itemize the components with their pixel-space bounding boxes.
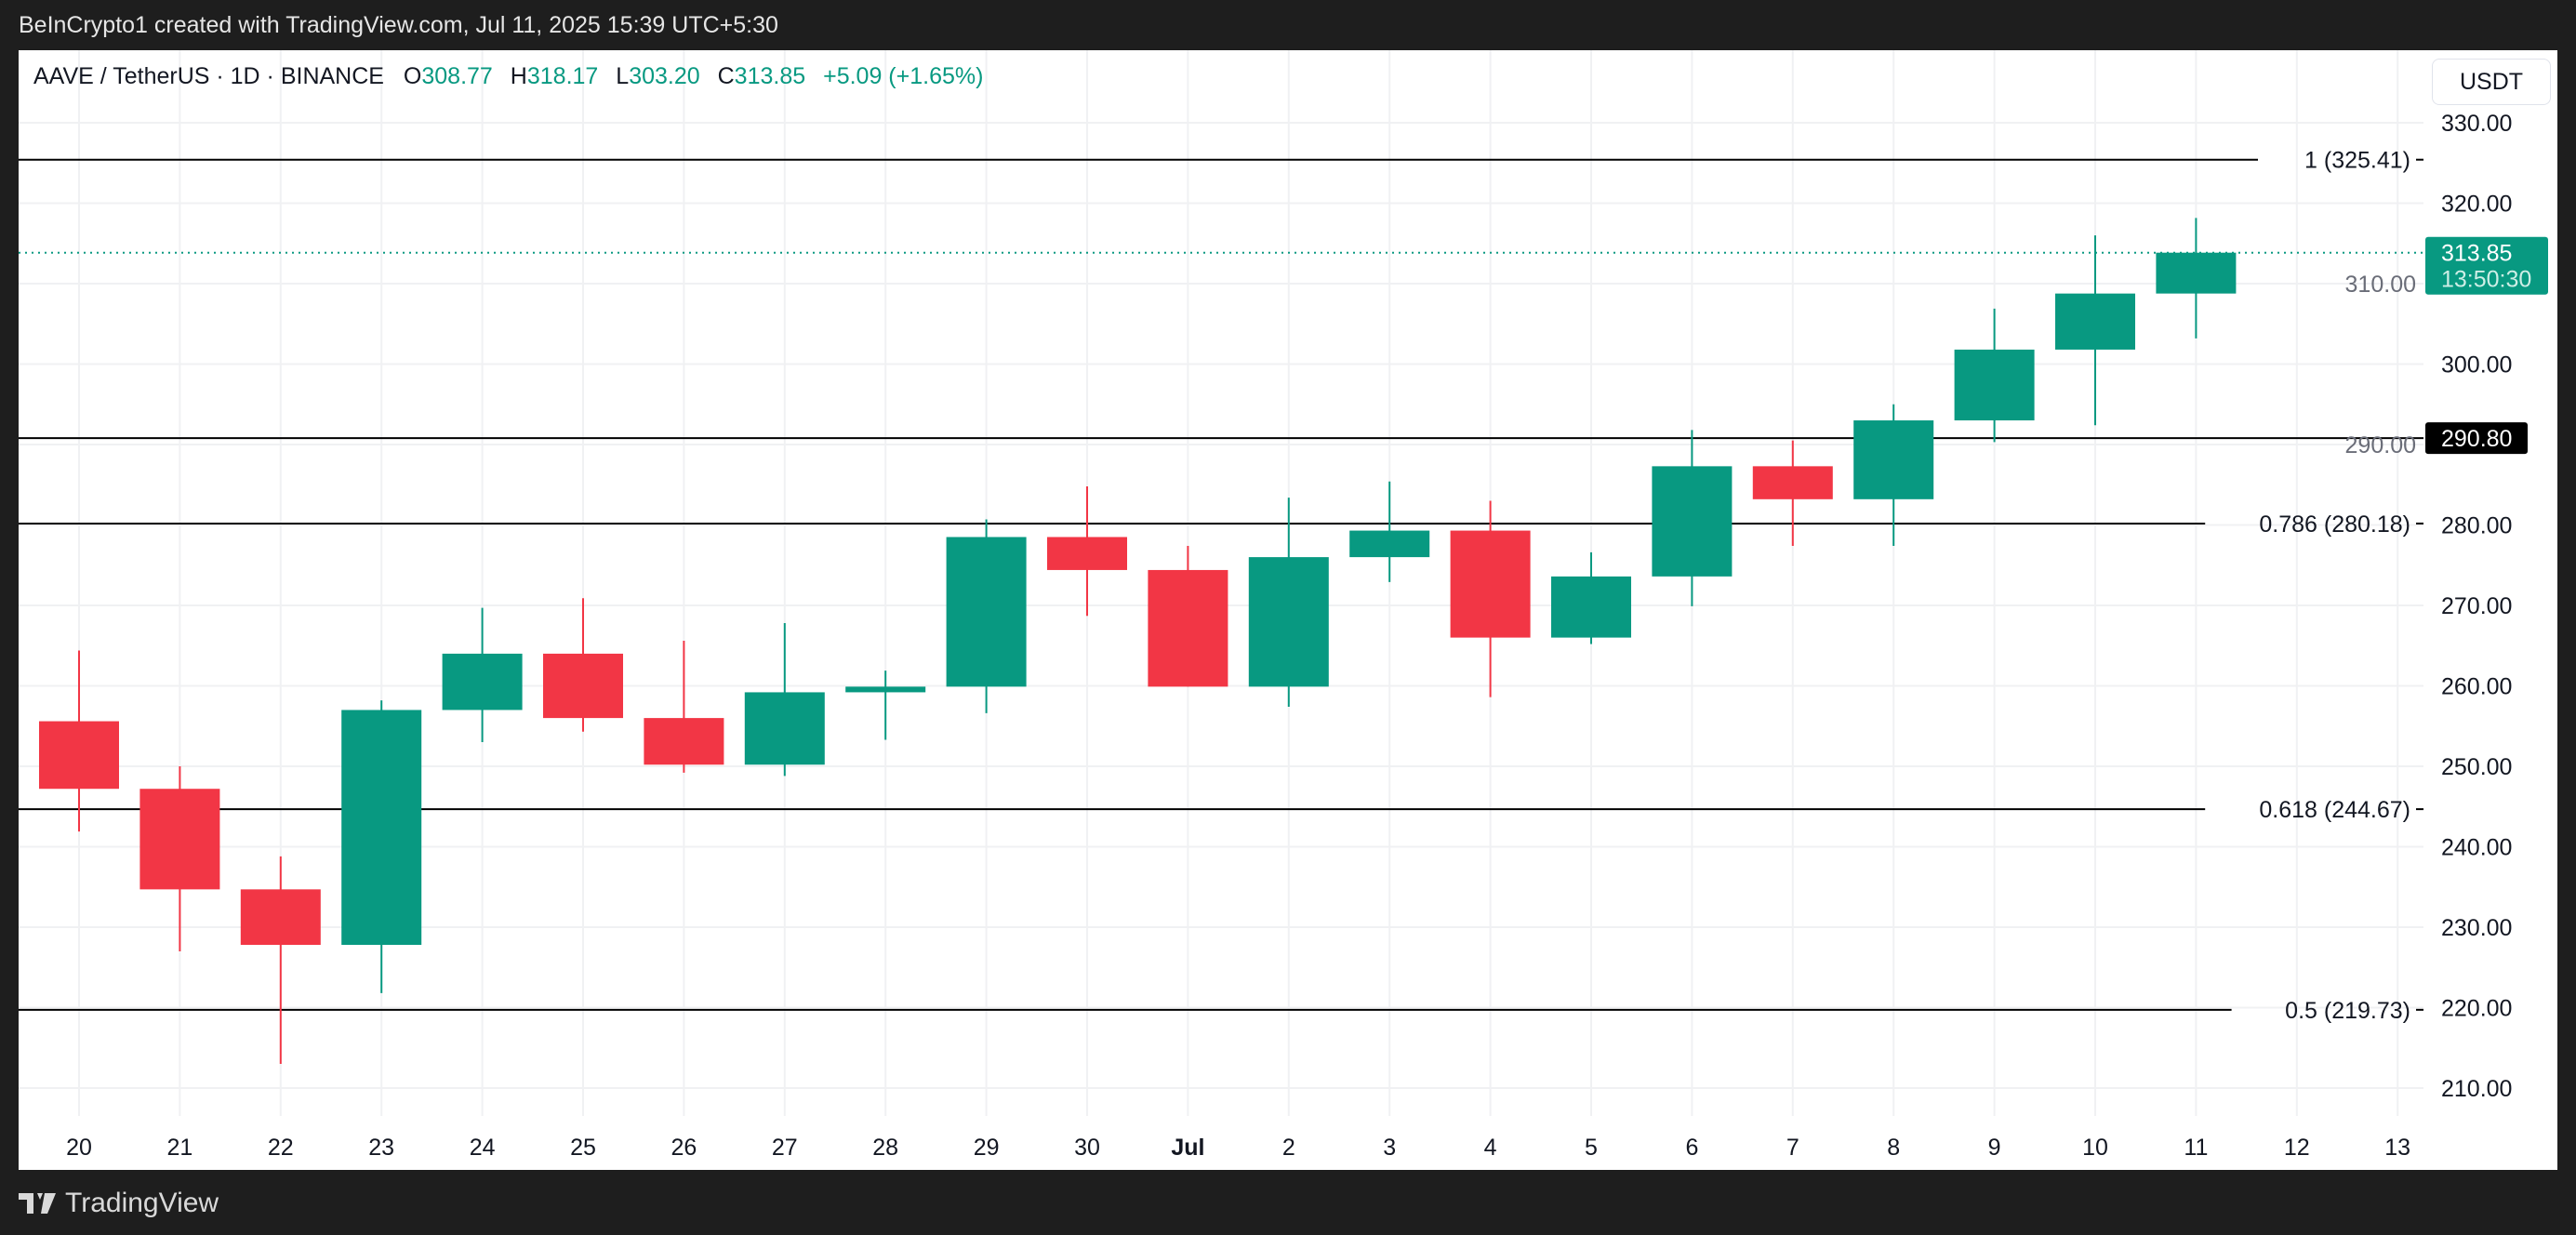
x-tick-label: 6 [1685,1135,1698,1161]
candle-body [442,653,523,710]
x-tick-label: 2 [1282,1135,1295,1161]
x-tick-label: 3 [1383,1135,1396,1161]
candle-body [644,718,724,765]
candle-body [2156,252,2237,294]
tradingview-logo-icon [19,1193,56,1214]
candle-body [1450,530,1531,638]
bar-countdown-label: 13:50:30 [2441,267,2531,293]
x-tick-label: 13 [2384,1135,2410,1161]
x-tick-label: 10 [2082,1135,2108,1161]
candle-body [1148,569,1228,687]
close-label: C [717,63,735,89]
close-value: 313.85 [734,63,806,89]
currency-button[interactable]: USDT [2432,59,2551,105]
y-tick-label: 320.00 [2441,192,2512,218]
y-tick-label: 240.00 [2441,835,2512,861]
y-tick-label: 250.00 [2441,754,2512,780]
x-tick-label: 4 [1484,1135,1497,1161]
last-price-badge [2425,236,2548,295]
x-tick-label: 21 [166,1135,193,1161]
y-tick-label: 260.00 [2441,674,2512,700]
x-tick-label: 7 [1786,1135,1799,1161]
y-tick-label: 210.00 [2441,1076,2512,1102]
time-axis: 20 21 22 23 24 25 26 27 28 29 30 Jul 2 3 4 5 6 7 8 9 10 11 12 1… [66,1135,2410,1161]
candle-body [1652,466,1733,577]
fib-level-label: 0.5 (219.73) [2285,998,2410,1024]
y-tick-label: 220.00 [2441,996,2512,1022]
high-value: 318.17 [526,63,599,89]
change-value: +5.09 (+1.65%) [823,63,984,89]
x-tick-label: 11 [2184,1135,2208,1161]
candle-body [744,692,825,765]
y-tick-label: 290.00 [2345,432,2416,458]
x-tick-label: 23 [368,1135,394,1161]
candle-body [1349,530,1430,558]
x-tick-label: 28 [872,1135,898,1161]
x-tick-label: 26 [671,1135,697,1161]
fib-level-label: 0.618 (244.67) [2259,797,2410,823]
candle-body [946,537,1027,687]
candle-body [1853,420,1934,499]
y-tick-label: 330.00 [2441,111,2512,137]
chart-credit: BeInCrypto1 created with TradingView.com… [19,12,778,38]
open-value: 308.77 [421,63,493,89]
fib-level-label: 0.786 (280.18) [2259,511,2410,538]
x-tick-label: 27 [772,1135,798,1161]
candle-body [39,721,119,790]
x-tick-label: 12 [2284,1135,2310,1161]
candle-body [1551,576,1631,638]
candle-body [1047,537,1127,570]
symbol-title: AAVE / TetherUS · 1D · BINANCE [33,63,384,89]
x-tick-label: 8 [1887,1135,1900,1161]
x-tick-label: 22 [268,1135,294,1161]
y-tick-label: 230.00 [2441,915,2512,941]
y-tick-label: 310.00 [2345,272,2416,298]
low-value: 303.20 [629,63,700,89]
x-tick-label: 25 [570,1135,596,1161]
symbol-legend: AAVE / TetherUS · 1D · BINANCE O308.77 H… [33,63,994,90]
x-tick-label: 20 [66,1135,92,1161]
candle-body [845,686,926,693]
price-axis: 210.00 220.00 230.00 240.00 250.00 260.00 270.… [2345,111,2548,1102]
last-price-label: 313.85 [2441,241,2512,267]
candle-body [240,889,321,946]
candle-body [2055,293,2135,350]
candle-body [341,710,422,946]
x-tick-label: 24 [470,1135,496,1161]
brand-name: TradingView [65,1188,219,1218]
x-tick-label: 30 [1074,1135,1100,1161]
x-tick-label: 29 [974,1135,1000,1161]
low-label: L [616,63,630,89]
horizontal-line-price-label: 290.80 [2441,426,2512,452]
candle-body [1248,557,1329,687]
candle-body [139,789,220,890]
high-label: H [510,63,527,89]
x-tick-label: 9 [1988,1135,2001,1161]
tradingview-logo: TradingView [19,1183,219,1224]
candle-body [1752,466,1833,499]
fib-levels: 1 (325.41) 0.786 (280.18) 0.618 (244.67) 0.… [19,148,2423,1024]
horizontal-line-price-badge [2425,422,2528,455]
x-tick-label: Jul [1171,1135,1204,1161]
fib-level-label: 1 (325.41) [2304,148,2410,174]
x-tick-label: 5 [1585,1135,1598,1161]
candle-body [543,653,623,719]
y-tick-label: 270.00 [2441,593,2512,619]
candle-body [1954,349,2035,421]
y-tick-label: 280.00 [2441,513,2512,539]
candles [19,218,2423,1065]
y-tick-label: 300.00 [2441,352,2512,378]
open-label: O [403,63,422,89]
